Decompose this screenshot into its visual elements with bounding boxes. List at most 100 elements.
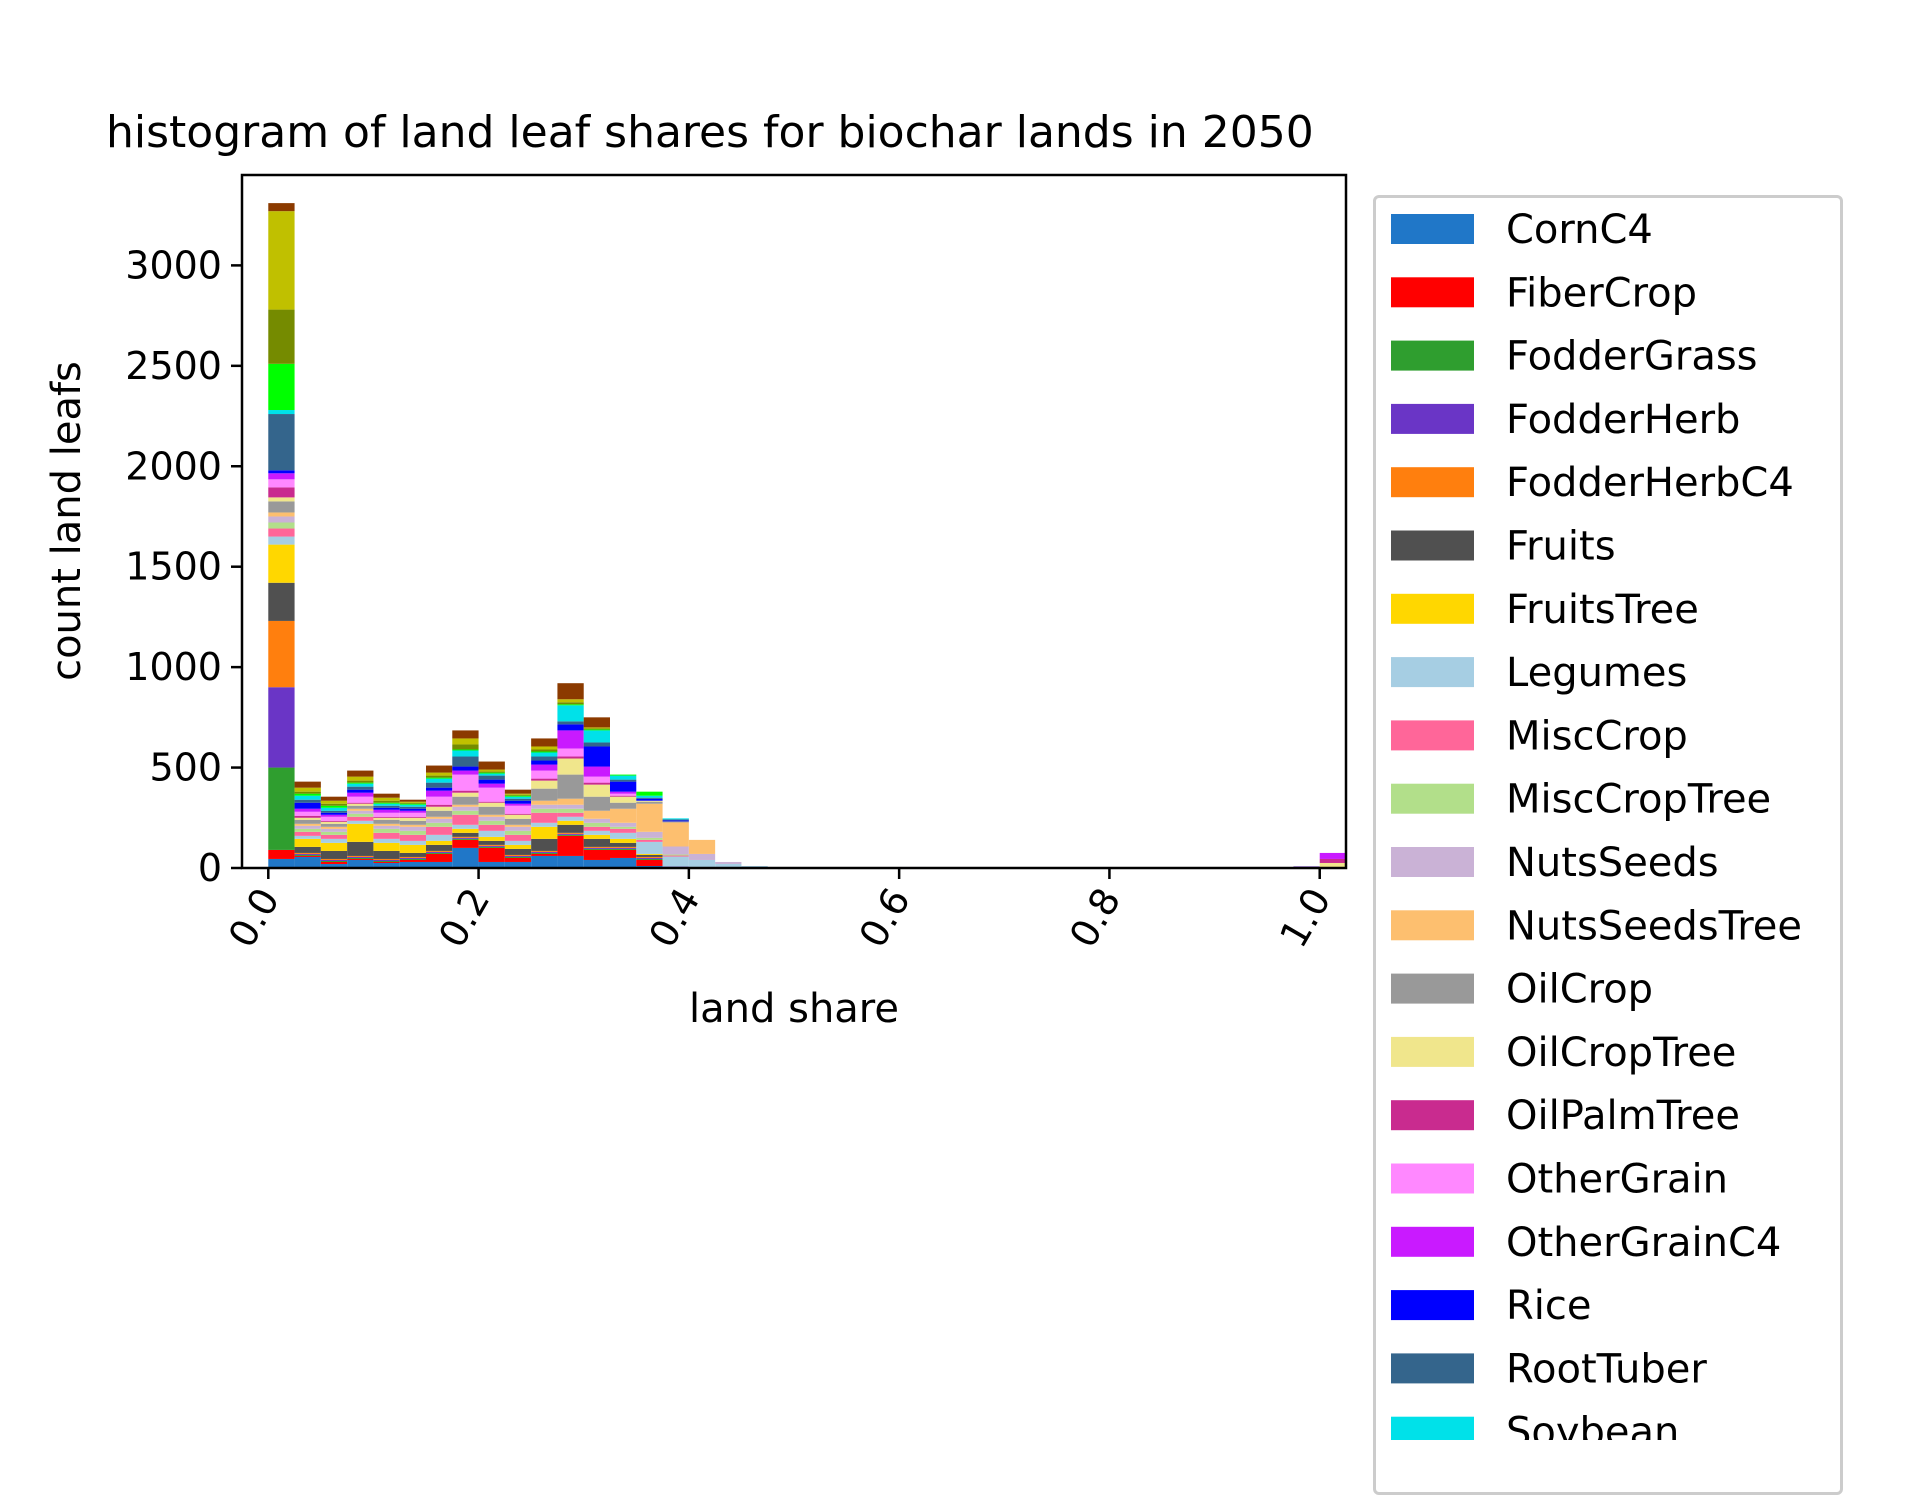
y-tick-label: 1000 xyxy=(125,645,222,689)
bar-segment xyxy=(531,752,558,757)
bar-segment xyxy=(320,842,348,851)
bar-segment xyxy=(268,497,295,502)
bar-segment xyxy=(688,853,716,860)
bar-segment xyxy=(268,522,295,529)
bar-segment xyxy=(452,750,479,757)
bar-segment xyxy=(504,844,532,849)
bar-segment xyxy=(531,838,558,851)
bar-segment xyxy=(347,813,374,817)
bar-segment xyxy=(636,854,663,857)
bar-segment xyxy=(373,825,400,829)
bar-segment xyxy=(373,859,400,861)
bar-segment xyxy=(531,812,558,823)
bar-segment xyxy=(373,812,400,817)
bar-segment xyxy=(268,536,295,545)
bar-segment xyxy=(557,704,584,706)
bar-segment xyxy=(452,847,479,868)
bar-segment xyxy=(426,844,453,851)
bar-segment xyxy=(347,792,374,797)
bar-segment xyxy=(452,730,479,739)
bar-segment xyxy=(452,810,479,815)
bar-segment xyxy=(373,860,400,862)
bar-segment xyxy=(478,814,505,817)
x-tick-label: 0.0 xyxy=(220,881,288,955)
bar-segment xyxy=(715,861,742,864)
bar-segment xyxy=(478,806,505,815)
bar-segment xyxy=(452,832,479,837)
bar-segment xyxy=(557,702,584,705)
bar-segment xyxy=(268,487,295,498)
bar-segment xyxy=(399,808,426,811)
bar-segment xyxy=(557,820,584,825)
bar-segment xyxy=(583,729,610,731)
bar-segment xyxy=(531,808,558,813)
bar-segment xyxy=(294,791,321,794)
bar-segment xyxy=(294,835,321,839)
bar-segment xyxy=(610,808,637,823)
bar-segment xyxy=(320,823,348,827)
bars-group xyxy=(268,203,1346,868)
bar-segment xyxy=(557,756,584,759)
bar-segment xyxy=(636,831,663,838)
bar-segment xyxy=(636,856,663,858)
bar-segment xyxy=(294,854,321,856)
bar-segment xyxy=(531,770,558,779)
bar-segment xyxy=(426,850,453,852)
bar-segment xyxy=(583,796,610,811)
bar-segment xyxy=(504,794,532,796)
bar-segment xyxy=(557,855,584,868)
bar-segment xyxy=(373,803,400,806)
bar-segment xyxy=(662,854,689,856)
bar-segment xyxy=(1319,858,1346,863)
bar-segment xyxy=(399,799,426,802)
bar-segment xyxy=(452,738,479,745)
bar-segment xyxy=(610,795,637,797)
bar-segment xyxy=(610,774,637,776)
bar-segment xyxy=(583,848,610,850)
bar-segment xyxy=(373,861,400,863)
y-tick-label: 500 xyxy=(149,746,222,790)
bar-segment xyxy=(557,804,584,809)
bar-segment xyxy=(610,857,637,868)
bar-segment xyxy=(636,795,663,798)
bar-segment xyxy=(268,203,295,212)
bar-segment xyxy=(399,856,426,858)
bar-segment xyxy=(347,796,374,803)
bar-segment xyxy=(478,802,505,807)
bar-segment xyxy=(557,808,584,813)
bar-segment xyxy=(320,859,348,861)
bar-segment xyxy=(268,528,295,537)
bar-segment xyxy=(347,776,374,781)
bar-segment xyxy=(531,788,558,801)
bar-segment xyxy=(557,758,584,775)
bar-segment xyxy=(610,832,637,839)
bar-segment xyxy=(399,803,426,805)
bar-segment xyxy=(294,852,321,854)
bar-segment xyxy=(478,824,505,831)
bar-segment xyxy=(268,470,295,474)
bar-segment xyxy=(531,804,558,809)
bar-segment xyxy=(399,830,426,835)
bar-segment xyxy=(347,859,374,868)
x-axis-label: land share xyxy=(689,986,899,1032)
bar-segment xyxy=(504,856,532,858)
y-tick-label: 2000 xyxy=(125,444,222,488)
x-axis-ticks: 0.0 0.2 0.4 0.6 0.8 1.0 xyxy=(220,868,1340,955)
bar-segment xyxy=(557,835,584,856)
bar-segment xyxy=(373,807,400,810)
bar-segment xyxy=(504,854,532,856)
bar-segment xyxy=(557,812,584,817)
bar-segment xyxy=(426,778,453,783)
bar-segment xyxy=(320,834,348,839)
bar-segment xyxy=(531,749,558,752)
bar-segment xyxy=(636,857,663,859)
bar-segment xyxy=(399,806,426,809)
bar-segment xyxy=(268,309,295,364)
bar-segment xyxy=(531,800,558,805)
bar-segment xyxy=(557,824,584,833)
bar-segment xyxy=(373,823,400,826)
bar-segment xyxy=(373,842,400,851)
bar-segment xyxy=(531,822,558,827)
bar-segment xyxy=(583,742,610,747)
bar-segment xyxy=(610,842,637,847)
